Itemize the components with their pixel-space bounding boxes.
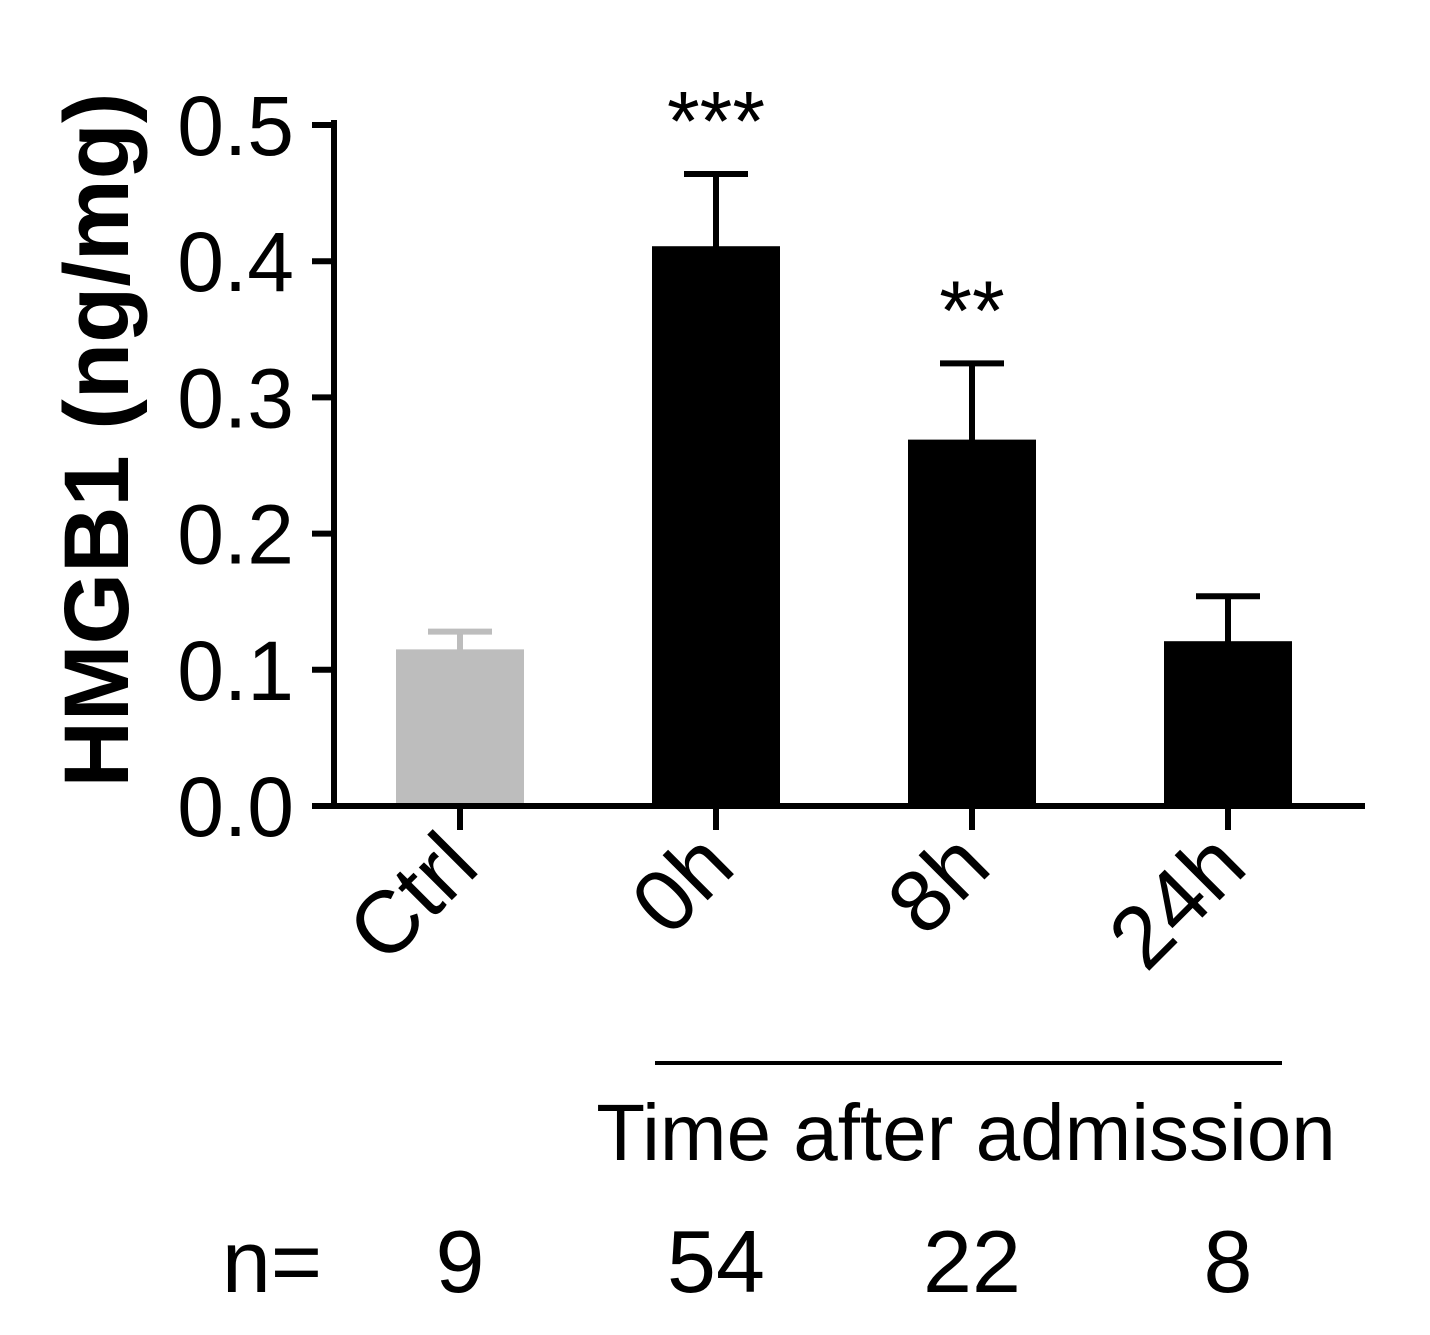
bar-ctrl bbox=[396, 649, 524, 806]
significance-marker: *** bbox=[667, 74, 765, 168]
bar-24h bbox=[1164, 641, 1292, 806]
significance-markers: ***** bbox=[667, 74, 1005, 357]
sample-size-values: 9 54 22 8 bbox=[436, 1212, 1253, 1311]
x-axis-labels: Ctrl 0h 8h 24h bbox=[329, 813, 1264, 987]
y-axis-ticks: 0.0 0.1 0.2 0.3 0.4 0.5 bbox=[177, 79, 334, 854]
y-tick-label: 0.5 bbox=[177, 79, 294, 173]
x-tick-label: 24h bbox=[1090, 813, 1264, 987]
sample-size-value: 9 bbox=[436, 1212, 485, 1311]
y-axis-label: HMGB1 (ng/mg) bbox=[46, 92, 148, 787]
error-bars bbox=[428, 171, 1260, 652]
bars bbox=[396, 246, 1292, 806]
y-tick-label: 0.1 bbox=[177, 624, 294, 718]
bar-8h bbox=[908, 439, 1036, 806]
y-tick-label: 0.3 bbox=[177, 351, 294, 445]
x-tick-label: 0h bbox=[612, 813, 751, 952]
bar-0h bbox=[652, 246, 780, 806]
y-tick-label: 0.2 bbox=[177, 488, 294, 582]
y-tick-label: 0.0 bbox=[177, 760, 294, 854]
significance-marker: ** bbox=[939, 263, 1004, 357]
sample-size-value: 54 bbox=[667, 1212, 765, 1311]
x-tick-label: Ctrl bbox=[329, 813, 496, 980]
x-axis-ticks bbox=[457, 806, 1231, 830]
y-tick-label: 0.4 bbox=[177, 215, 294, 309]
n-label: n= bbox=[222, 1212, 322, 1311]
x-tick-label: 8h bbox=[868, 813, 1007, 952]
sample-size-value: 22 bbox=[923, 1212, 1021, 1311]
sample-size-value: 8 bbox=[1204, 1212, 1253, 1311]
group-label: Time after admission bbox=[596, 1088, 1336, 1177]
